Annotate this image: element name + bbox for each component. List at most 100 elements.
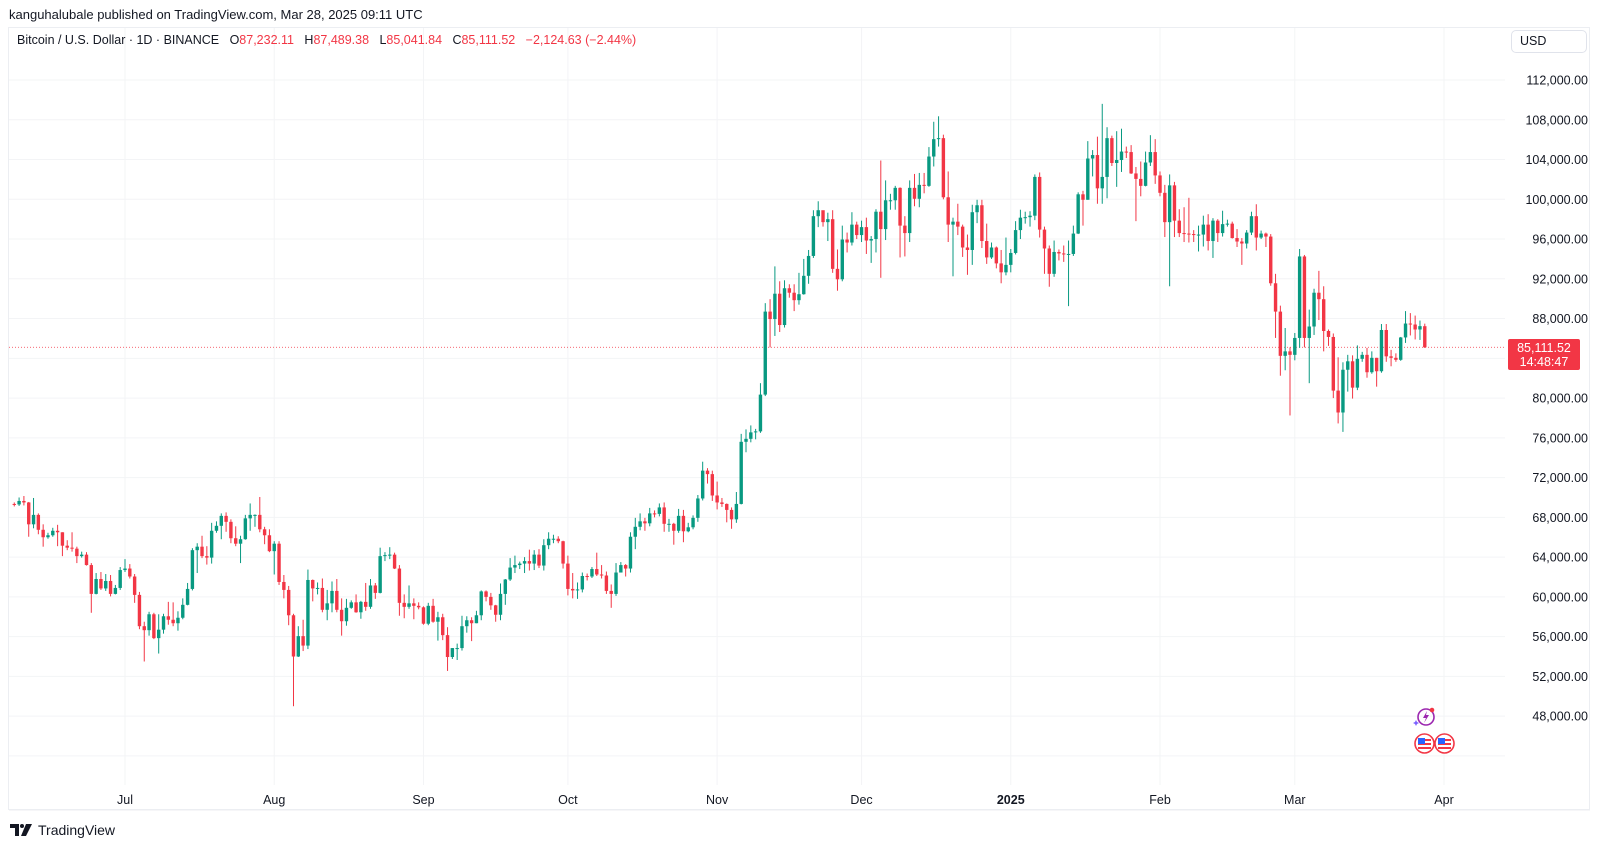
candle-body	[1134, 173, 1138, 179]
currency-button[interactable]: USD	[1511, 30, 1587, 53]
candle-up	[296, 626, 301, 658]
candle-down	[571, 573, 575, 599]
candle-up	[696, 494, 700, 522]
candle-up	[190, 548, 195, 591]
tradingview-brand[interactable]: TradingView	[10, 822, 115, 838]
candle-body	[575, 589, 580, 591]
symbol-title: Bitcoin / U.S. Dollar · 1D · BINANCE	[17, 33, 220, 47]
candle-up	[638, 513, 642, 531]
candle-body	[609, 590, 613, 594]
candle-body	[1033, 176, 1037, 216]
us-flag-event-icon[interactable]	[1414, 733, 1435, 759]
candle-down	[1350, 355, 1355, 399]
candle-up	[1259, 230, 1263, 240]
candle-up	[667, 518, 671, 532]
candle-body	[893, 187, 897, 201]
candle-down	[75, 546, 79, 564]
time-axis: Jul Aug Sep Oct Nov Dec 2025 Feb Mar Apr	[117, 793, 1454, 807]
candle-body	[1066, 253, 1071, 255]
candle-down	[855, 221, 859, 240]
candle-body	[994, 247, 999, 264]
candle-down	[258, 496, 262, 533]
candle-body	[1384, 329, 1388, 357]
candle-body	[744, 438, 748, 442]
candle-body	[1302, 256, 1307, 338]
candle-up	[450, 648, 455, 660]
candle-up	[691, 515, 695, 530]
candle-body	[975, 205, 979, 213]
candle-body	[903, 225, 907, 234]
candle-body	[840, 239, 844, 280]
bar-countdown: 14:48:47	[1519, 355, 1569, 369]
candle-up	[1283, 328, 1287, 371]
candle-down	[527, 549, 532, 571]
candle-up	[1086, 141, 1090, 200]
candle-up	[479, 590, 483, 621]
low-label: L	[379, 33, 387, 47]
candle-up	[518, 561, 522, 570]
candle-up	[1225, 219, 1230, 227]
candle-body	[185, 588, 190, 605]
candle-down	[70, 532, 74, 552]
candle-down	[1288, 347, 1292, 416]
candle-up	[388, 547, 392, 560]
candle-down	[898, 187, 902, 258]
candle-body	[113, 587, 118, 594]
candle-down	[1269, 234, 1273, 286]
candle-body	[1095, 155, 1100, 189]
candle-body	[282, 581, 286, 590]
candle-up	[407, 585, 411, 609]
candle-up	[513, 555, 517, 574]
candle-down	[431, 598, 435, 623]
candle-up	[248, 503, 252, 531]
candle-body	[585, 576, 589, 578]
candle-body	[474, 615, 479, 624]
candle-body	[989, 247, 994, 258]
candle-body	[859, 227, 864, 236]
candle-body	[378, 556, 382, 593]
candle-body	[700, 470, 705, 499]
candle-up	[1297, 248, 1302, 348]
candle-up	[840, 225, 844, 282]
candle-down	[1365, 347, 1369, 378]
candle-down	[787, 284, 792, 298]
candle-up	[147, 611, 151, 636]
candle-down	[397, 565, 402, 616]
candle-up	[94, 573, 98, 595]
candle-down	[65, 540, 69, 551]
candle-body	[705, 470, 710, 475]
us-flag-event-icon[interactable]	[1434, 733, 1455, 759]
candle-body	[951, 221, 955, 225]
candle-body	[1124, 151, 1129, 153]
candle-body	[195, 546, 199, 551]
candle-up	[238, 535, 243, 564]
candle-down	[335, 578, 339, 613]
candle-up	[1100, 103, 1104, 204]
candle-down	[960, 224, 965, 257]
candle-body	[55, 530, 60, 533]
candle-body	[335, 590, 339, 610]
candle-down	[999, 249, 1003, 284]
candle-up	[498, 583, 503, 621]
candle-up	[214, 521, 219, 533]
candle-body	[1057, 251, 1061, 254]
candle-down	[224, 512, 228, 532]
candle-up	[1379, 324, 1384, 373]
candle-body	[787, 288, 792, 293]
candle-down	[108, 575, 113, 597]
candle-body	[590, 569, 594, 577]
ai-lightning-event-icon[interactable]	[1413, 706, 1437, 733]
candle-up	[1076, 192, 1080, 235]
candle-down	[1134, 166, 1138, 222]
high-label: H	[304, 33, 314, 47]
candle-body	[595, 569, 599, 575]
candle-body	[46, 535, 50, 538]
candle-body	[556, 538, 560, 542]
candle-body	[922, 184, 926, 186]
candle-body	[830, 219, 835, 269]
candle-up	[883, 180, 888, 241]
candle-up	[344, 598, 349, 626]
candle-down	[1129, 145, 1133, 174]
candle-down	[1037, 172, 1042, 238]
